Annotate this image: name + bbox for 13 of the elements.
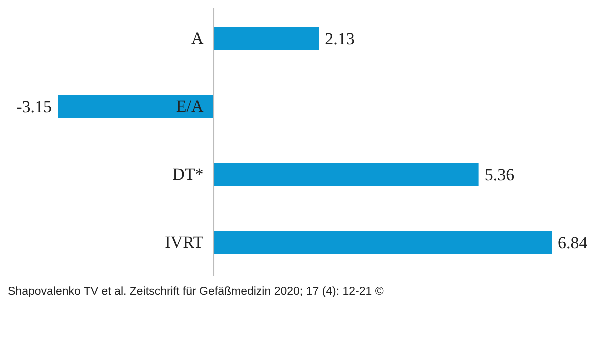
y-tick-label: DT*	[172, 165, 204, 184]
data-label: 6.84	[558, 234, 588, 252]
data-label: 2.13	[325, 30, 355, 48]
bar	[214, 231, 552, 254]
y-tick-label: E/A	[176, 97, 204, 116]
y-tick-label: IVRT	[165, 233, 204, 252]
y-tick-label: A	[191, 29, 204, 48]
text: Shapovalenko TV et al. Zeitschrift für Gefäßmedizin 2020; 17 (4): 12-21 ©	[8, 286, 385, 298]
data-label: -3.15	[16, 98, 52, 116]
data-label: 5.36	[484, 166, 515, 184]
bar	[58, 95, 214, 118]
bar	[214, 163, 479, 186]
bar	[214, 27, 320, 50]
